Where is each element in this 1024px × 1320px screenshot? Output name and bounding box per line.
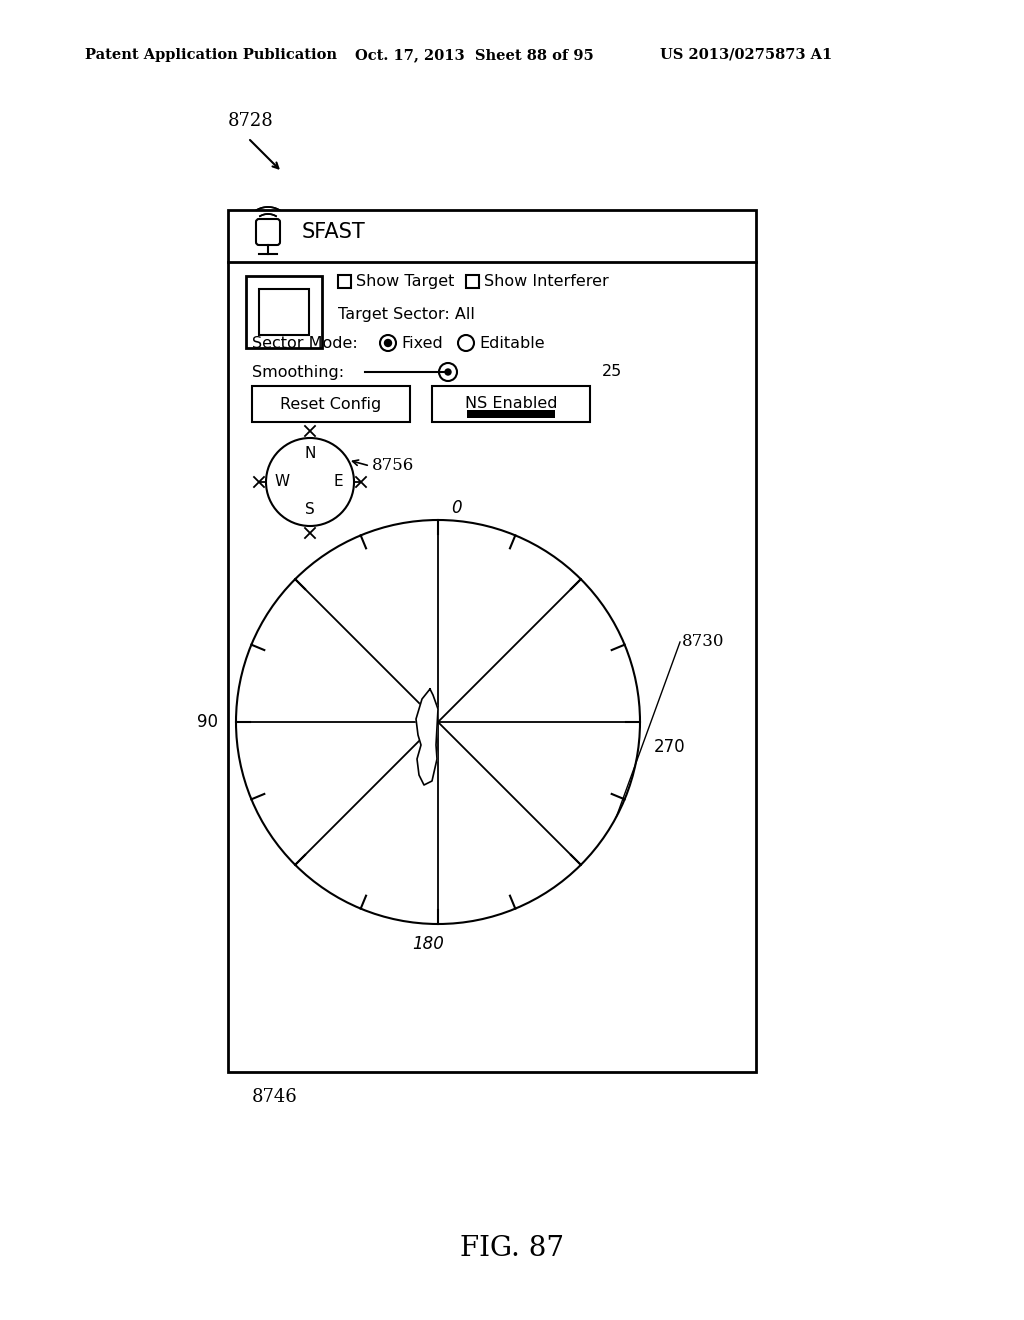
Text: S: S [305,503,314,517]
Text: Sector Mode:: Sector Mode: [252,335,357,351]
Text: FIG. 87: FIG. 87 [460,1234,564,1262]
Text: E: E [333,474,343,490]
Polygon shape [416,689,438,785]
Bar [466,275,479,288]
Text: 8730: 8730 [682,634,725,651]
Text: N: N [304,446,315,462]
Text: 270: 270 [654,738,686,756]
Bar [338,275,351,288]
Text: W: W [274,474,290,490]
Bar [228,210,756,1072]
Text: US 2013/0275873 A1: US 2013/0275873 A1 [660,48,833,62]
Text: Patent Application Publication: Patent Application Publication [85,48,337,62]
Circle shape [236,520,640,924]
Text: 0: 0 [451,499,462,517]
Text: 25: 25 [602,364,623,380]
Bar [246,276,322,348]
Text: Show Interferer: Show Interferer [484,275,608,289]
Text: 8746: 8746 [252,1088,298,1106]
Bar [432,385,590,422]
Circle shape [445,370,451,375]
Circle shape [458,335,474,351]
Bar [252,385,410,422]
Text: SFAST: SFAST [302,222,366,242]
Text: Oct. 17, 2013  Sheet 88 of 95: Oct. 17, 2013 Sheet 88 of 95 [355,48,594,62]
Text: Target Sector: All: Target Sector: All [338,308,475,322]
Circle shape [380,335,396,351]
Bar [467,411,555,418]
Text: NS Enabled: NS Enabled [465,396,557,412]
FancyBboxPatch shape [256,219,280,246]
Text: 180: 180 [412,935,444,953]
Circle shape [384,339,391,346]
Bar [259,289,309,335]
Text: 90: 90 [198,713,218,731]
Text: Reset Config: Reset Config [281,396,382,412]
Text: Smoothing:: Smoothing: [252,364,344,380]
Text: Show Target: Show Target [356,275,455,289]
Circle shape [266,438,354,525]
Text: Editable: Editable [479,335,545,351]
Text: Fixed: Fixed [401,335,442,351]
Circle shape [439,363,457,381]
Text: 8756: 8756 [372,458,415,474]
Text: 8728: 8728 [228,112,273,129]
